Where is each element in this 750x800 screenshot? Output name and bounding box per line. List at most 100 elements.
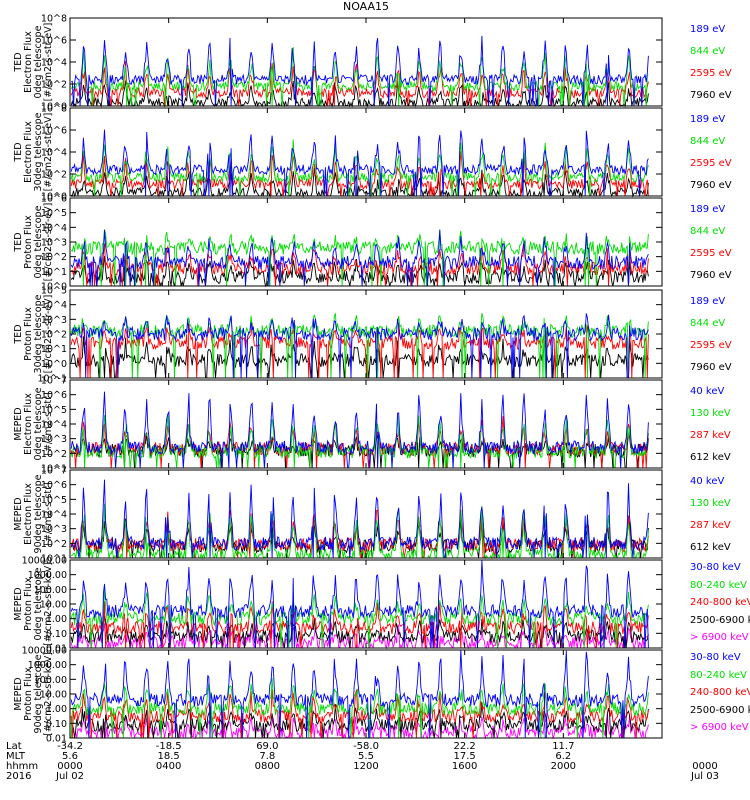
y-axis-label-7: MEPED Proton Flux 0deg telescope [#/cm2-s-s… bbox=[13, 553, 54, 655]
legend-entry: 30-80 keV bbox=[690, 652, 741, 663]
legend-entry: 80-240 keV bbox=[690, 579, 748, 591]
legend-entry: 844 eV bbox=[690, 136, 726, 147]
y-tick-label: 10^-1 bbox=[37, 374, 67, 385]
legend-entry: 130 keV bbox=[690, 498, 731, 509]
x-axis-mlt: 6.2 bbox=[555, 751, 572, 762]
x-axis-mlt: 18.5 bbox=[157, 751, 180, 762]
legend-entry: 189 eV bbox=[690, 296, 726, 307]
legend-entry: 189 eV bbox=[690, 114, 726, 125]
y-axis-label-8: MEPED Proton Flux 90deg telescope [#/cm2-s-… bbox=[13, 643, 54, 745]
y-tick-label: 10^1 bbox=[41, 267, 67, 278]
y-tick-label: 10^2 bbox=[41, 252, 67, 263]
y-tick-label: 10^7 bbox=[41, 466, 67, 477]
y-tick-label: 10^2 bbox=[41, 539, 67, 550]
x-axis-lat: -18.5 bbox=[155, 741, 182, 752]
x-axis-hhmm: 0400 bbox=[155, 761, 182, 772]
y-tick-label: 10^8 bbox=[41, 14, 67, 25]
y-tick-label: 10^1 bbox=[41, 344, 67, 355]
y-tick-label: 10^4 bbox=[41, 300, 67, 311]
y-axis-label-line: [#/cm2-s-str-keV] bbox=[43, 562, 54, 646]
legend-entry: 844 eV bbox=[690, 318, 726, 329]
x-row-label: hhmm bbox=[6, 761, 39, 772]
chart-title: NOAA15 bbox=[342, 0, 390, 13]
legend-entry: 40 keV bbox=[690, 476, 725, 487]
x-axis-mlt: 17.5 bbox=[453, 751, 476, 762]
y-tick-label: 10.00 bbox=[40, 690, 67, 701]
y-axis-label-line: [#/cm2-s-str-eV] bbox=[43, 112, 54, 192]
y-axis-label-2: TED Electron Flux 30deg telescope [#/cm2-s-… bbox=[13, 101, 54, 203]
series-8-3 bbox=[70, 689, 649, 739]
series-1-4 bbox=[70, 35, 649, 107]
legend-entry: 30-80 keV bbox=[690, 562, 741, 573]
legend-entry: 844 eV bbox=[690, 226, 726, 237]
series-7-5 bbox=[70, 559, 649, 649]
panel-frame-5 bbox=[69, 379, 663, 469]
x-axis-lat: -58.0 bbox=[353, 741, 379, 752]
y-tick-label: 10^6 bbox=[41, 480, 67, 491]
y-tick-label: 10^3 bbox=[41, 238, 67, 249]
series-8-5 bbox=[70, 649, 649, 739]
y-axis-label-line: [#/cm2-s-str-keV] bbox=[43, 652, 54, 736]
y-tick-label: 1.00 bbox=[46, 704, 67, 715]
legend-entry: 2595 eV bbox=[690, 158, 732, 169]
y-tick-label: 10^6 bbox=[41, 126, 67, 137]
series-5-4 bbox=[70, 391, 649, 469]
x-axis-mlt: 5.5 bbox=[358, 751, 374, 762]
y-tick-label: 10^6 bbox=[41, 36, 67, 47]
legend-entry: 2595 eV bbox=[690, 340, 732, 351]
y-tick-label: 10^5 bbox=[41, 495, 67, 506]
series-2-3 bbox=[70, 139, 649, 197]
x-axis-lat: 69.0 bbox=[256, 741, 279, 752]
series-3-2 bbox=[71, 243, 649, 287]
y-tick-label: 10^2 bbox=[41, 449, 67, 460]
series-3-1 bbox=[70, 256, 649, 288]
series-4-2 bbox=[70, 322, 649, 379]
x-axis-lat: -34.2 bbox=[57, 741, 83, 752]
y-tick-label: 0.10 bbox=[46, 719, 67, 730]
legend-entry: 7960 eV bbox=[690, 270, 732, 281]
y-tick-label: 10^1 bbox=[41, 464, 67, 475]
series-8-4 bbox=[70, 677, 649, 739]
x-axis-date: Jul 03 bbox=[691, 771, 719, 782]
legend-entry: 240-800 keV bbox=[690, 687, 750, 698]
x-axis-mlt: 5.6 bbox=[62, 751, 78, 762]
y-tick-label: 10^0 bbox=[41, 102, 67, 113]
series-3-3 bbox=[70, 229, 649, 287]
y-tick-label: 10^2 bbox=[41, 80, 67, 91]
y-axis-label-4: TED Proton Flux 30deg telescope [#/cm2-s-st… bbox=[13, 283, 54, 385]
series-2-4 bbox=[70, 129, 649, 197]
series-3-4 bbox=[70, 229, 649, 287]
legend-entry: 2595 eV bbox=[690, 248, 732, 259]
x-axis-hhmm: 1200 bbox=[353, 761, 379, 772]
y-tick-label: 100.00 bbox=[34, 675, 67, 686]
legend-entry: 7960 eV bbox=[690, 180, 732, 191]
legend-entry: > 6900 keV bbox=[690, 632, 749, 643]
y-tick-label: 10^0 bbox=[41, 192, 67, 203]
legend-entry: 612 keV bbox=[690, 542, 731, 553]
y-tick-label: 10^0 bbox=[41, 359, 67, 370]
y-axis-label-line: [#/cm2-s-str-eV] bbox=[43, 294, 54, 374]
series-7-2 bbox=[70, 615, 649, 649]
x-axis-date: Jul 02 bbox=[56, 771, 84, 782]
legend-entry: 287 keV bbox=[690, 430, 731, 441]
legend-entry: 189 eV bbox=[690, 24, 726, 35]
legend-entry: 612 keV bbox=[690, 452, 731, 463]
y-tick-label: 1.00 bbox=[46, 614, 67, 625]
y-tick-label: 10^5 bbox=[41, 405, 67, 416]
x-axis-lat: 11.7 bbox=[552, 741, 575, 752]
legend-entry: 189 eV bbox=[690, 204, 726, 215]
legend-entry: 844 eV bbox=[690, 46, 726, 57]
y-tick-label: 10^5 bbox=[41, 286, 67, 297]
y-tick-label: 0.01 bbox=[46, 644, 67, 655]
legend-entry: 130 keV bbox=[690, 408, 731, 419]
legend-entry: > 6900 keV bbox=[690, 722, 749, 733]
y-axis-label-line: [#/cm2-s-str] bbox=[43, 392, 54, 456]
y-tick-label: 10^8 bbox=[41, 104, 67, 115]
series-7-4 bbox=[70, 588, 649, 649]
series-1-3 bbox=[70, 46, 649, 107]
y-axis-label-3: TED Proton Flux 0deg telescope [#/cm2-s-str… bbox=[13, 191, 54, 293]
series-4-3 bbox=[70, 312, 649, 379]
y-tick-label: 10^4 bbox=[41, 420, 67, 431]
y-tick-label: 10^3 bbox=[41, 434, 67, 445]
